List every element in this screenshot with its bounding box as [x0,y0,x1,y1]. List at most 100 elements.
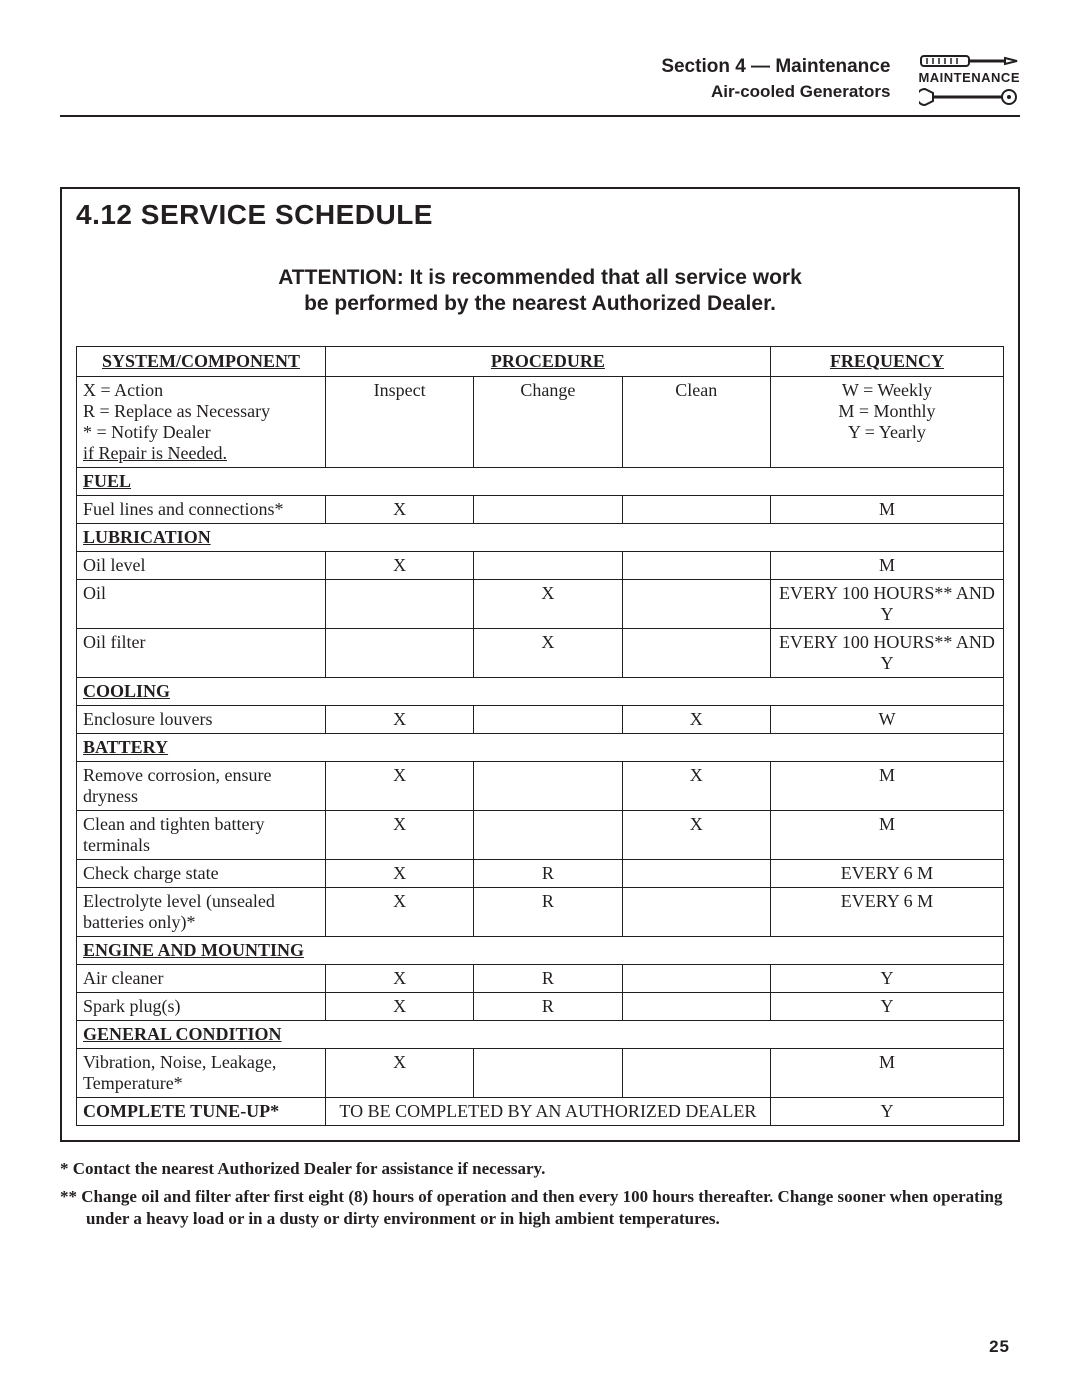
row-frequency: M [770,495,1003,523]
row-inspect: X [325,761,473,810]
section-header-row: FUEL [77,467,1004,495]
screwdriver-icon [919,52,1019,70]
table-row: Spark plug(s)XR Y [77,992,1004,1020]
row-label: Clean and tighten battery terminals [77,810,326,859]
section-header-row: GENERAL CONDITION [77,1020,1004,1048]
row-clean: X [622,705,770,733]
section-name: FUEL [77,467,1004,495]
row-change: R [474,859,622,887]
attention-notice: ATTENTION: It is recommended that all se… [76,265,1004,318]
row-change: X [474,579,622,628]
row-label: Oil level [77,551,326,579]
section-title: Section 4 — Maintenance [661,56,890,78]
table-row: Clean and tighten battery terminalsXXM [77,810,1004,859]
row-change [474,810,622,859]
section-subtitle: Air-cooled Generators [661,82,890,102]
row-change [474,495,622,523]
row-label: Vibration, Noise, Leakage, Temperature* [77,1048,326,1097]
row-change [474,705,622,733]
section-header-row: BATTERY [77,733,1004,761]
row-clean [622,495,770,523]
page-header: Section 4 — Maintenance Air-cooled Gener… [60,56,1020,117]
col-procedure-header: PROCEDURE [491,351,605,371]
row-frequency: M [770,1048,1003,1097]
row-label: Check charge state [77,859,326,887]
row-inspect: X [325,964,473,992]
service-schedule-box: 4.12 SERVICE SCHEDULE ATTENTION: It is r… [60,187,1020,1142]
row-frequency: M [770,551,1003,579]
table-row: Oil filter X EVERY 100 HOURS** AND Y [77,628,1004,677]
row-clean: X [622,810,770,859]
row-clean [622,859,770,887]
row-inspect [325,628,473,677]
row-inspect: X [325,551,473,579]
row-inspect [325,579,473,628]
section-header-row: ENGINE AND MOUNTING [77,936,1004,964]
frequency-legend: W = WeeklyM = MonthlyY = Yearly [770,376,1003,467]
footnote-1: * Contact the nearest Authorized Dealer … [60,1158,1020,1180]
row-clean [622,579,770,628]
section-name: LUBRICATION [77,523,1004,551]
section-name: COOLING [77,677,1004,705]
row-label: Oil filter [77,628,326,677]
attention-line-1: ATTENTION: It is recommended that all se… [278,266,802,289]
row-inspect: X [325,1048,473,1097]
row-frequency: EVERY 6 M [770,887,1003,936]
proc-inspect-label: Inspect [325,376,473,467]
table-row: Check charge stateXR EVERY 6 M [77,859,1004,887]
row-clean [622,551,770,579]
section-header-row: COOLING [77,677,1004,705]
row-label: Spark plug(s) [77,992,326,1020]
section-header-row: LUBRICATION [77,523,1004,551]
row-inspect: X [325,810,473,859]
footnotes: * Contact the nearest Authorized Dealer … [60,1158,1020,1230]
proc-change-label: Change [474,376,622,467]
col-frequency-header: FREQUENCY [830,351,944,371]
row-inspect: X [325,887,473,936]
proc-clean-label: Clean [622,376,770,467]
row-frequency: Y [770,992,1003,1020]
row-change: X [474,628,622,677]
row-clean [622,887,770,936]
header-text-block: Section 4 — Maintenance Air-cooled Gener… [661,56,890,102]
row-inspect: X [325,859,473,887]
row-change [474,761,622,810]
legend-row: X = ActionR = Replace as Necessary* = No… [77,376,1004,467]
row-label: Remove corrosion, ensure dryness [77,761,326,810]
table-row: Fuel lines and connections*X M [77,495,1004,523]
row-clean: X [622,761,770,810]
row-inspect: X [325,495,473,523]
row-clean [622,628,770,677]
attention-line-2: be performed by the nearest Authorized D… [304,292,776,315]
row-frequency: EVERY 100 HOURS** AND Y [770,628,1003,677]
row-frequency: M [770,810,1003,859]
table-header: SYSTEM/COMPONENT PROCEDURE FREQUENCY [77,346,1004,376]
service-schedule-table: SYSTEM/COMPONENT PROCEDURE FREQUENCY X =… [76,346,1004,1126]
row-label: Enclosure louvers [77,705,326,733]
table-row: OilXEVERY 100 HOURS** AND Y [77,579,1004,628]
row-frequency: M [770,761,1003,810]
tuneup-label: COMPLETE TUNE-UP* [77,1097,326,1125]
table-row: Air cleanerXRY [77,964,1004,992]
tuneup-frequency: Y [770,1097,1003,1125]
section-name: GENERAL CONDITION [77,1020,1004,1048]
row-clean [622,1048,770,1097]
row-frequency: W [770,705,1003,733]
system-legend: X = ActionR = Replace as Necessary* = No… [77,376,326,467]
table-body: X = ActionR = Replace as Necessary* = No… [77,376,1004,1125]
row-label: Fuel lines and connections* [77,495,326,523]
table-row: Electrolyte level (unsealed batteries on… [77,887,1004,936]
row-inspect: X [325,992,473,1020]
wrench-icon [919,85,1019,111]
section-name: ENGINE AND MOUNTING [77,936,1004,964]
row-inspect: X [325,705,473,733]
row-label: Air cleaner [77,964,326,992]
footnote-2: ** Change oil and filter after first eig… [60,1186,1020,1230]
row-change: R [474,992,622,1020]
table-row: Vibration, Noise, Leakage, Temperature*X… [77,1048,1004,1097]
row-frequency: EVERY 100 HOURS** AND Y [770,579,1003,628]
row-frequency: EVERY 6 M [770,859,1003,887]
maintenance-icon-label: MAINTENANCE [918,70,1020,85]
table-row: Oil levelX M [77,551,1004,579]
tuneup-procedure: TO BE COMPLETED BY AN AUTHORIZED DEALER [325,1097,770,1125]
